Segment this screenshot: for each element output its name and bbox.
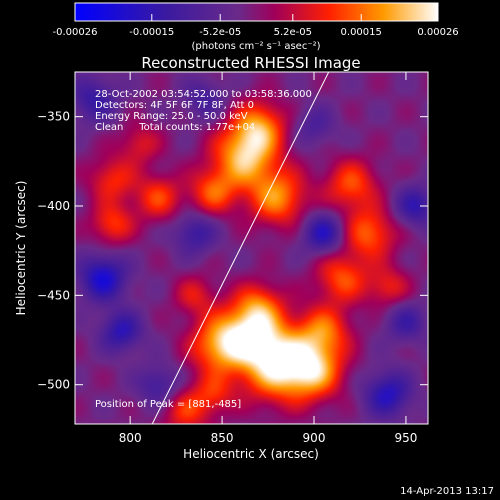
y-axis-label: Heliocentric Y (arcsec) — [14, 181, 28, 316]
colorbar-tick-label: 5.2e-05 — [274, 27, 312, 38]
y-tick-label: −350 — [37, 110, 70, 124]
image-area — [75, 72, 428, 424]
colorbar-units: (photons cm⁻² s⁻¹ asec⁻²) — [191, 41, 320, 52]
colorbar-tick-label: 0.00026 — [417, 27, 458, 38]
y-axis-ticks: −350 −400 −450 −500 — [37, 110, 428, 392]
x-tick-label: 900 — [303, 431, 326, 445]
y-tick-label: −500 — [37, 378, 70, 392]
x-tick-label: 800 — [119, 431, 142, 445]
colorbar-tick-label: -0.00015 — [129, 27, 174, 38]
annotation-method-counts: Clean Total counts: 1.77e+04 — [95, 122, 255, 133]
colorbar-tick-label: 0.00015 — [341, 27, 382, 38]
x-tick-label: 950 — [394, 431, 417, 445]
annotation-energy: Energy Range: 25.0 - 50.0 keV — [95, 111, 248, 122]
annotation-detectors: Detectors: 4F 5F 6F 7F 8F, Att 0 — [95, 100, 254, 111]
x-axis-label: Heliocentric X (arcsec) — [183, 447, 319, 461]
plot-title: Reconstructed RHESSI Image — [141, 54, 360, 72]
colorbar-frame — [74, 2, 439, 22]
annotation-peak: Position of Peak = [881,-485] — [95, 399, 241, 410]
colorbar — [75, 3, 438, 21]
x-tick-label: 850 — [211, 431, 234, 445]
colorbar-tick-label: -5.2e-05 — [199, 27, 241, 38]
annotation-time-range: 28-Oct-2002 03:54:52.000 to 03:58:36.000 — [95, 89, 312, 100]
solar-limb-line — [151, 72, 330, 424]
plot-frame — [74, 71, 429, 425]
colorbar-ticks: -0.00026 -0.00015 -5.2e-05 5.2e-05 0.00015 0.… — [53, 14, 459, 38]
x-axis-ticks: 800 850 900 950 — [119, 72, 417, 445]
rhessi-heatmap — [75, 72, 428, 424]
y-tick-label: −400 — [37, 199, 70, 213]
footer-timestamp: 14-Apr-2013 13:17 — [400, 486, 494, 497]
colorbar-tick-label: -0.00026 — [53, 27, 98, 38]
y-tick-label: −450 — [37, 288, 70, 302]
